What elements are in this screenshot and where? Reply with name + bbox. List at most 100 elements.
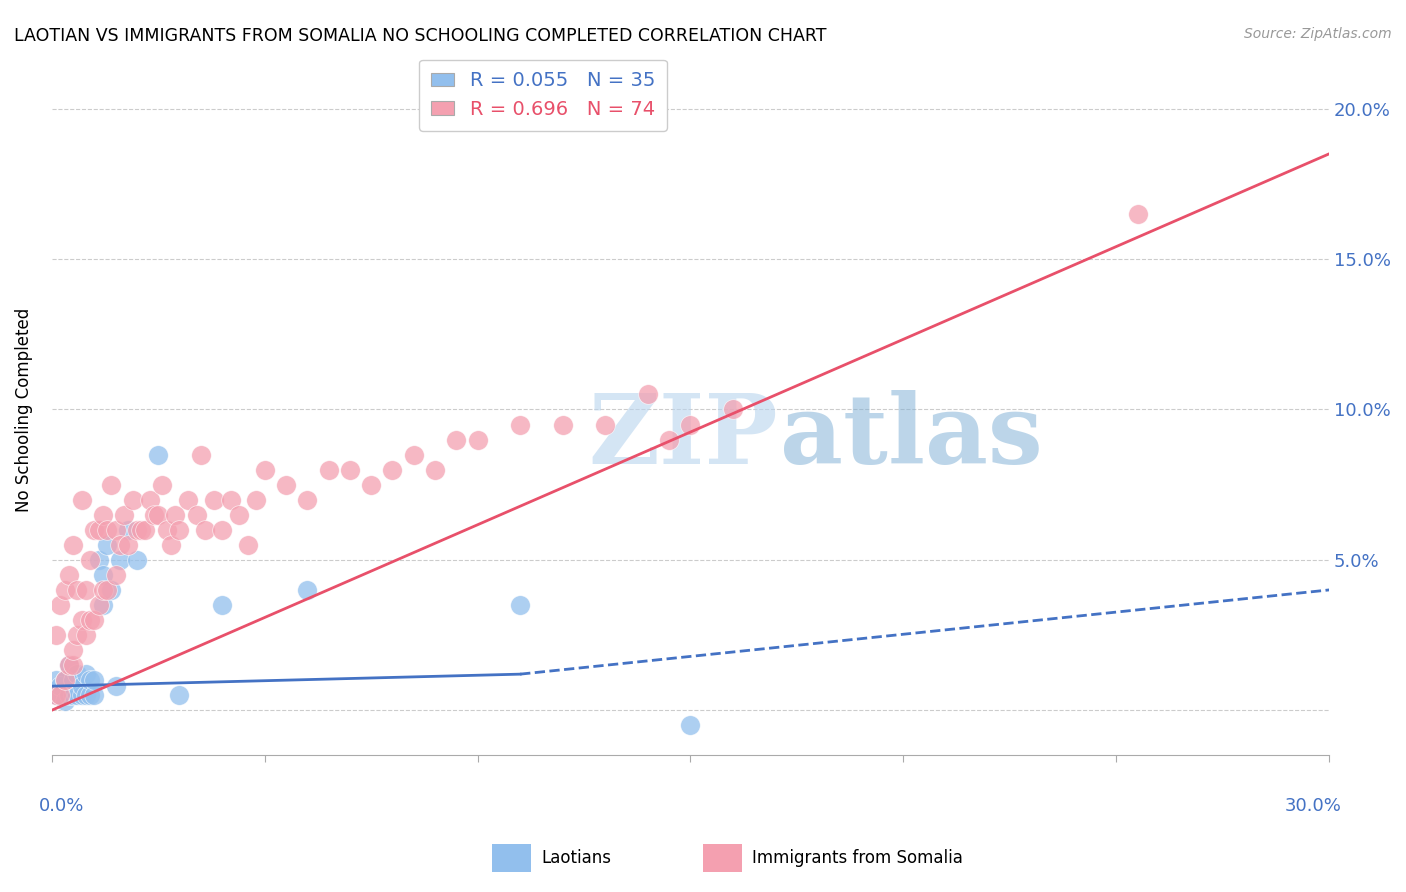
Point [595,417,617,432]
Point [190,448,212,462]
Point [45,673,67,688]
Point [91,582,114,597]
Point [83,688,105,702]
Point [53,694,76,708]
Point [100,477,122,491]
Point [79,673,101,688]
Point [339,462,361,476]
Point [79,688,101,702]
Point [446,433,468,447]
Point [186,508,208,522]
Point [148,508,170,522]
Point [169,523,191,537]
Point [402,448,425,462]
Point [58,688,80,702]
Point [83,673,105,688]
Point [138,492,160,507]
Point [679,718,702,732]
Point [253,462,276,476]
Point [108,538,131,552]
Point [70,492,93,507]
Point [75,667,97,681]
Point [509,598,531,612]
Point [360,477,382,491]
Point [66,667,89,681]
Point [87,553,110,567]
Point [104,523,127,537]
Point [91,508,114,522]
Point [125,523,148,537]
Point [49,598,72,612]
Point [117,523,139,537]
Point [679,417,702,432]
Point [509,417,531,432]
Point [160,538,183,552]
Point [96,538,118,552]
Point [62,673,84,688]
Point [96,582,118,597]
Point [62,688,84,702]
Point [91,598,114,612]
Point [62,658,84,673]
Point [245,492,267,507]
Point [66,688,89,702]
Text: 0.0%: 0.0% [39,797,84,815]
Point [58,658,80,673]
Point [297,582,319,597]
Point [202,492,225,507]
Point [165,508,187,522]
Point [297,492,319,507]
Point [721,402,744,417]
Point [45,688,67,702]
Point [66,582,89,597]
Point [121,492,143,507]
Point [423,462,446,476]
Point [658,433,681,447]
Point [112,508,135,522]
Point [152,477,174,491]
Point [96,523,118,537]
Point [551,417,574,432]
Point [75,582,97,597]
Point [100,582,122,597]
Point [211,598,233,612]
Point [75,628,97,642]
Point [70,688,93,702]
Point [148,448,170,462]
Point [125,553,148,567]
Point [177,492,200,507]
Point [45,628,67,642]
Point [108,553,131,567]
Point [104,679,127,693]
Point [53,582,76,597]
Point [49,688,72,702]
Point [58,568,80,582]
Point [79,553,101,567]
Point [83,523,105,537]
Point [1126,207,1149,221]
Point [129,523,152,537]
Point [70,613,93,627]
Point [87,598,110,612]
Point [62,538,84,552]
Point [236,538,259,552]
Point [318,462,340,476]
Text: atlas: atlas [780,390,1043,484]
Point [637,387,659,401]
Point [70,679,93,693]
Point [169,688,191,702]
Text: 30.0%: 30.0% [1285,797,1341,815]
Point [211,523,233,537]
Point [49,688,72,702]
Point [381,462,404,476]
Point [219,492,242,507]
Point [134,523,156,537]
Legend: R = 0.055   N = 35, R = 0.696   N = 74: R = 0.055 N = 35, R = 0.696 N = 74 [419,60,666,130]
Point [156,523,179,537]
Y-axis label: No Schooling Completed: No Schooling Completed [15,308,32,512]
Point [66,628,89,642]
Point [467,433,489,447]
Point [75,688,97,702]
Point [79,613,101,627]
Text: Laotians: Laotians [541,849,612,867]
